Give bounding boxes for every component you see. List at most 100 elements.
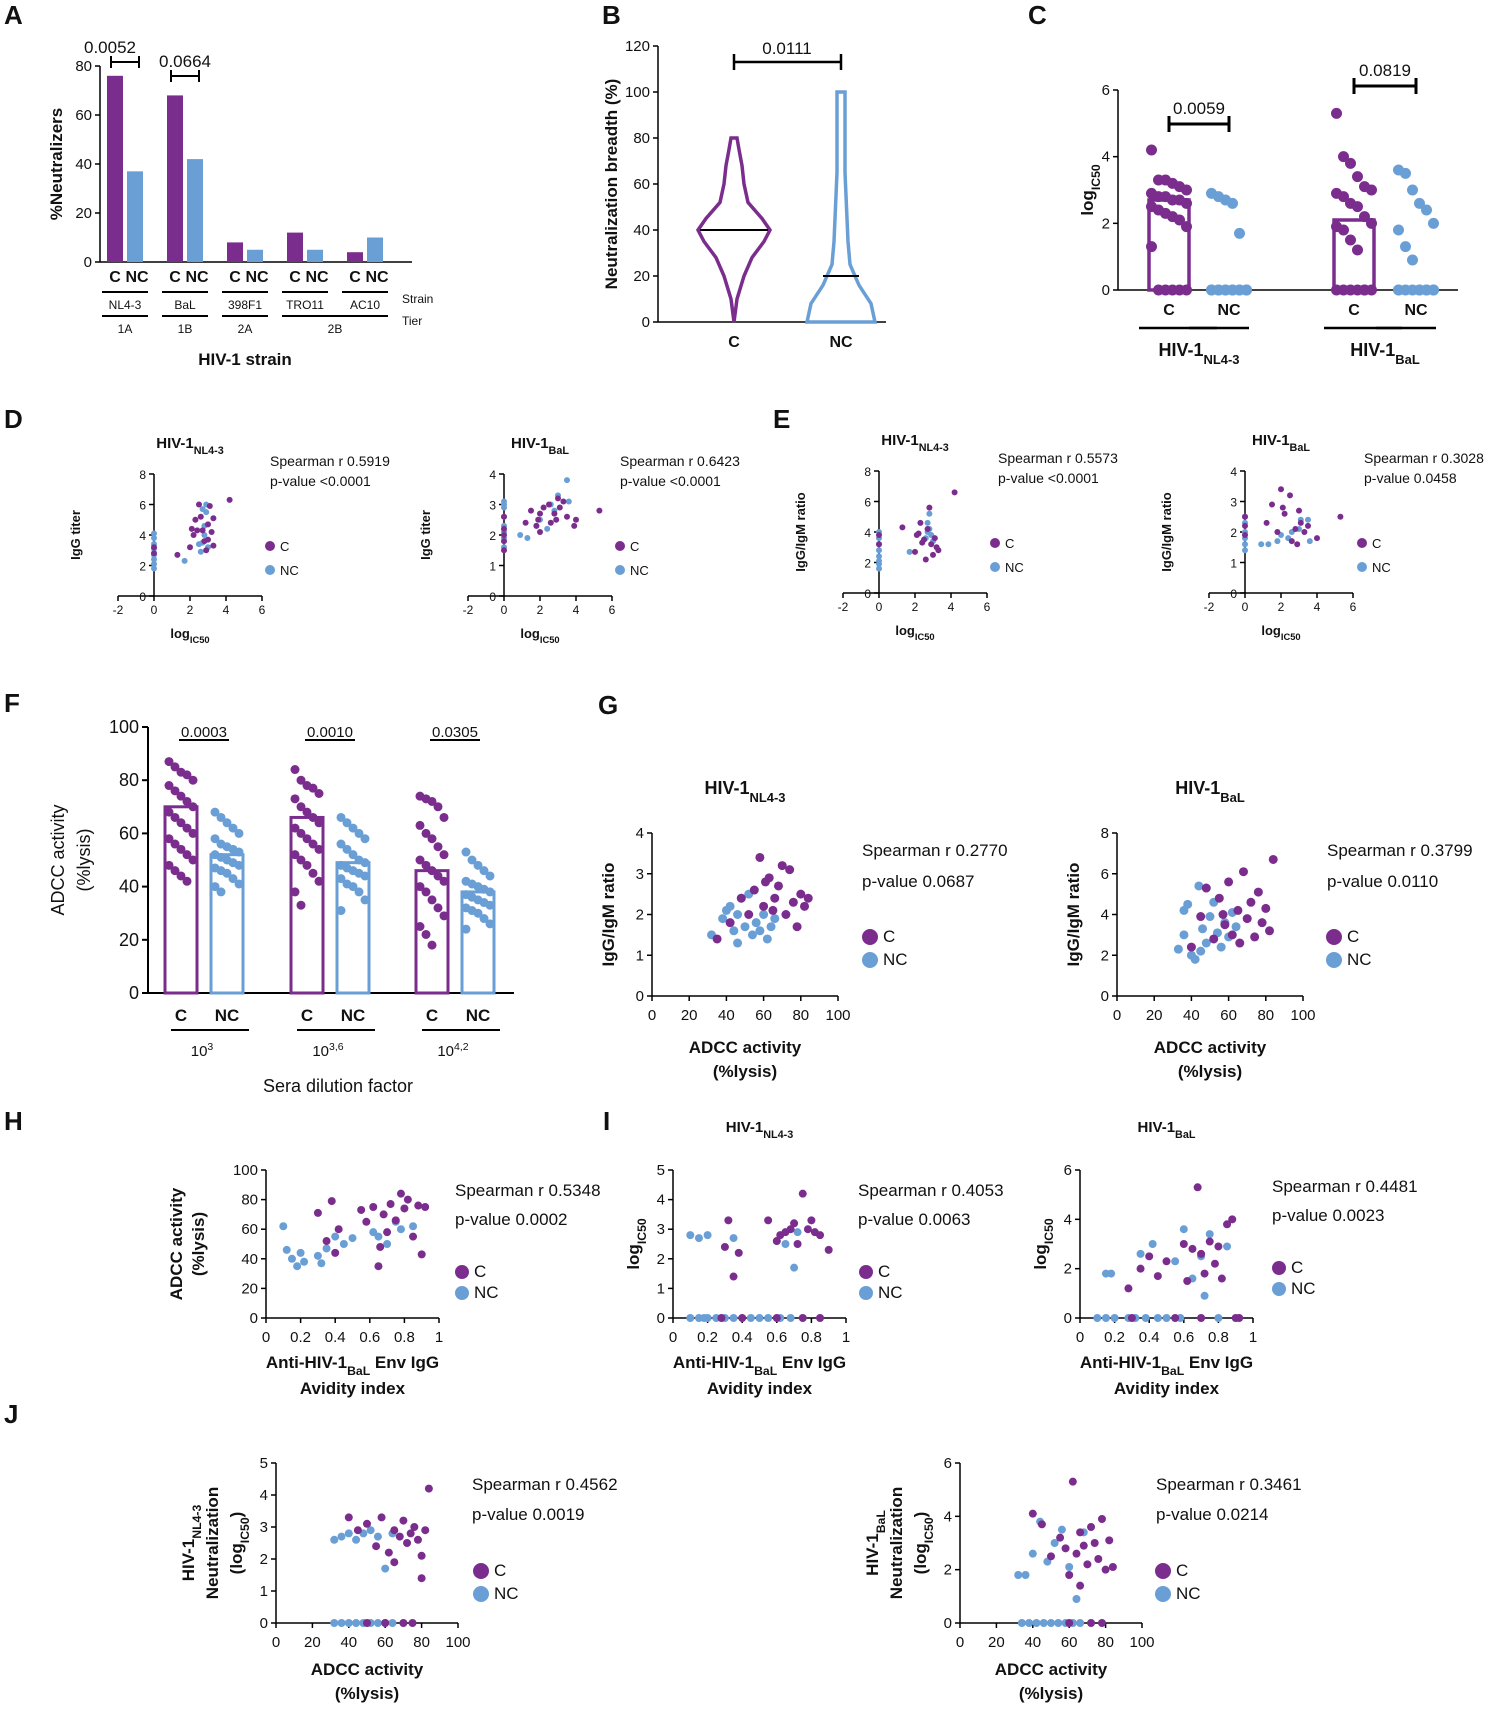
c-point — [1242, 522, 1248, 529]
c-point — [1188, 1244, 1197, 1253]
c-point — [1179, 1240, 1188, 1248]
c-point — [383, 1228, 392, 1237]
c-point — [501, 538, 507, 545]
c-point — [415, 855, 425, 865]
y-tick-label: 2 — [489, 529, 496, 543]
c-point — [210, 515, 217, 522]
c-point — [369, 1203, 378, 1211]
tier-label: 2A — [238, 322, 253, 336]
nc-point — [1093, 1314, 1102, 1322]
x-axis-label-part: Env IgG — [1184, 1353, 1253, 1372]
x-tick-label: 60 — [755, 1007, 772, 1024]
x-tick-label: 60 — [1220, 1007, 1237, 1024]
legend-c-marker — [990, 538, 1000, 548]
nc-point — [337, 1532, 346, 1541]
c-point — [353, 1526, 362, 1535]
c-point — [290, 887, 300, 897]
x-tick-label: 80 — [1257, 1007, 1274, 1024]
nc-point — [1242, 547, 1248, 554]
nc-point — [733, 938, 743, 948]
x-axis-label-part: Anti-HIV-1 — [1080, 1353, 1161, 1372]
c-point — [417, 1250, 426, 1259]
c-point — [381, 1619, 390, 1627]
nc-point — [330, 1619, 339, 1627]
c-point — [439, 850, 449, 860]
c-point — [926, 504, 933, 511]
legend-nc-marker — [473, 1586, 489, 1602]
legend-nc-label: NC — [1291, 1279, 1316, 1298]
y-axis-label-line3-part: (log — [227, 1543, 246, 1574]
c-point — [188, 855, 198, 865]
x-tick-label: 20 — [988, 1634, 1005, 1651]
c-point — [1171, 1314, 1180, 1322]
y-tick-label: 2 — [944, 1562, 952, 1579]
spearman-r: Spearman r 0.5348 — [455, 1181, 601, 1200]
c-point — [190, 532, 197, 538]
c-point — [1242, 513, 1248, 520]
c-point — [1345, 157, 1356, 169]
nc-point — [287, 1254, 296, 1263]
x-tick-label: 2 — [187, 603, 194, 617]
c-point — [1263, 519, 1270, 526]
c-point — [1246, 897, 1256, 907]
x-axis-label-part: IC50 — [190, 635, 210, 645]
x-axis-label: HIV-1 strain — [198, 350, 292, 369]
nc-point — [282, 1245, 291, 1254]
x-axis-label-line2: (%lysis) — [1178, 1062, 1242, 1081]
nc-point — [216, 812, 226, 822]
y-tick-label: 6 — [864, 496, 871, 510]
y-axis-label: logIC50 — [624, 1218, 649, 1270]
c-point — [433, 842, 443, 852]
c-point — [528, 507, 534, 514]
nc-point — [1407, 184, 1418, 196]
x-axis-label-part: BaL — [347, 1364, 371, 1378]
c-point — [912, 548, 918, 555]
c-point — [188, 525, 195, 532]
chart-title-part: NL4-3 — [919, 442, 949, 454]
nc-point — [1241, 284, 1252, 296]
c-point — [1235, 1314, 1244, 1322]
c-point — [395, 1532, 404, 1541]
y-axis-label-part: IgG titer — [68, 510, 83, 560]
nc-point — [766, 922, 776, 932]
legend-c-marker — [862, 929, 878, 945]
x-axis-label-part: ADCC activity — [1154, 1038, 1267, 1057]
legend-nc-marker — [1272, 1282, 1286, 1296]
nc-point — [1205, 912, 1215, 922]
spearman-r: Spearman r 0.3028 — [1364, 450, 1484, 466]
x-tick-label: 0.2 — [290, 1329, 311, 1346]
nc-point — [234, 860, 244, 870]
c-point — [777, 861, 787, 871]
nc-point — [336, 812, 346, 822]
nc-point — [1021, 1571, 1030, 1579]
x-tick-label: 100 — [445, 1634, 470, 1651]
p-value: p-value <0.0001 — [270, 473, 371, 489]
c-point — [720, 1242, 729, 1251]
c-point — [1136, 1264, 1145, 1273]
nc-point — [729, 1234, 738, 1243]
c-point — [334, 1225, 343, 1234]
c-point — [176, 818, 186, 828]
p-value: p-value 0.0019 — [472, 1505, 584, 1524]
c-point — [151, 550, 157, 557]
c-point — [187, 544, 193, 551]
y-axis-label: IgG/IgM ratio — [599, 863, 618, 967]
y-axis-label-line2: Neutralization — [887, 1487, 906, 1599]
y-axis-label-part: IgG/IgM ratio — [599, 863, 618, 967]
y-tick-label: 6 — [1064, 1162, 1072, 1179]
panel-label: A — [4, 0, 23, 30]
nc-point — [228, 874, 238, 884]
x-axis-label-part: BaL — [754, 1364, 778, 1378]
x-tick-label: 6 — [609, 603, 616, 617]
chart-title: HIV-1NL4-3 — [726, 1119, 794, 1141]
p-value-annotation: 0.0664 — [159, 52, 211, 71]
y-axis-label: ADCC activity — [48, 804, 68, 915]
legend-nc-marker — [615, 565, 625, 575]
c-point — [501, 532, 507, 538]
c-point — [1366, 184, 1377, 196]
x-tick-label: 1 — [435, 1329, 443, 1346]
y-axis-label-part: IC50 — [1089, 164, 1103, 190]
nc-point — [1200, 1291, 1209, 1300]
c-point — [313, 1208, 322, 1217]
y-axis-label: logIC50 — [1078, 164, 1103, 216]
